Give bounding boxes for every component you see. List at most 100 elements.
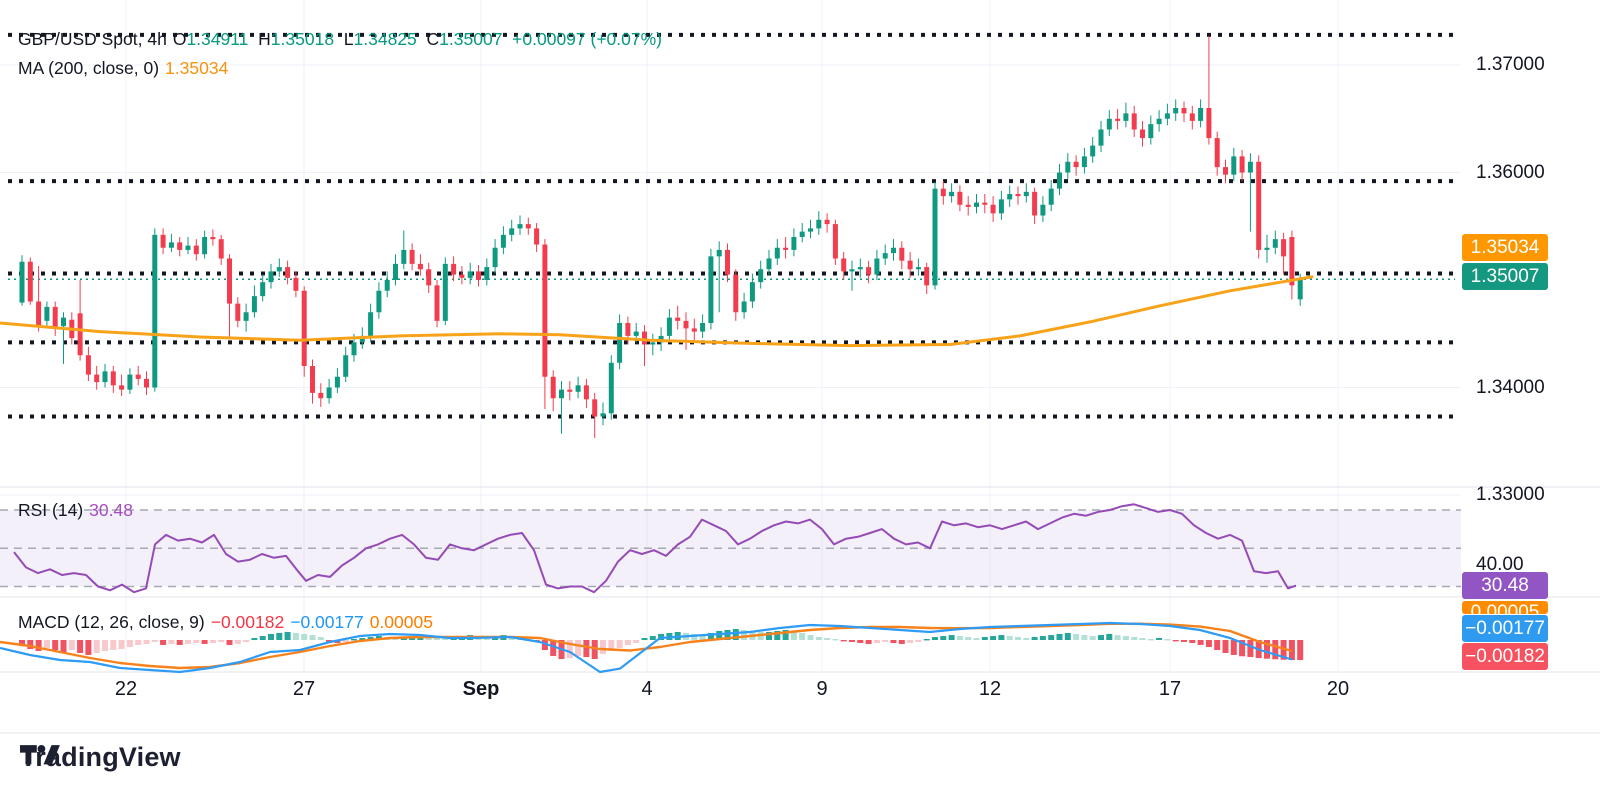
candle-body[interactable] [144,378,149,388]
candle-body[interactable] [251,296,257,313]
price-axis-label[interactable]: 1.37000 [1476,54,1545,75]
candle-body[interactable] [708,256,714,323]
candle-body[interactable] [1206,108,1212,139]
candle-body[interactable] [185,245,191,250]
candle-body[interactable] [799,231,805,237]
candle-body[interactable] [990,204,996,214]
price-axis-label[interactable]: 1.36000 [1476,161,1545,183]
candle-body[interactable] [326,387,332,399]
candle-body[interactable] [1057,172,1062,189]
candle-body[interactable] [268,271,274,283]
candle-body[interactable] [492,247,498,268]
candle-body[interactable] [882,253,888,259]
candle-body[interactable] [384,280,390,291]
candle-body[interactable] [982,202,988,205]
price-axis-label[interactable]: 1.33000 [1476,484,1545,505]
candle-body[interactable] [625,323,631,336]
candle-body[interactable] [542,244,548,377]
candle-body[interactable] [525,224,531,229]
candle-body[interactable] [899,247,905,261]
candle-body[interactable] [1106,118,1112,130]
candle-body[interactable] [276,267,282,272]
candle-body[interactable] [650,342,656,345]
time-axis-label[interactable]: 22 [114,678,138,700]
candle-body[interactable] [451,263,457,275]
candle-body[interactable] [1289,237,1295,286]
chart-canvas[interactable] [0,0,1600,735]
candle-body[interactable] [1140,129,1145,139]
time-axis-label[interactable]: 27 [292,678,316,700]
candle-body[interactable] [1148,124,1154,139]
time-axis-label[interactable]: 9 [816,678,828,700]
rsi-line[interactable] [13,503,1297,594]
candle-body[interactable] [119,385,125,390]
macd-legend[interactable]: MACD (12, 26, close, 9) −0.00182 −0.0017… [18,612,433,632]
candle-body[interactable] [683,320,689,329]
candle-body[interactable] [642,331,647,345]
candle-body[interactable] [600,413,606,417]
candle-body[interactable] [932,188,938,286]
candle-body[interactable] [808,228,813,232]
candle-body[interactable] [1065,161,1071,173]
candle-body[interactable] [691,328,697,332]
candle-body[interactable] [907,260,913,270]
candle-body[interactable] [227,258,232,304]
candle-body[interactable] [434,285,440,321]
symbol-legend[interactable]: GBP/USD Spot, 4h O1.34911 H1.35018 L1.348… [18,29,662,50]
ma200-line[interactable] [0,275,1314,348]
candle-body[interactable] [774,247,780,259]
macd-line[interactable] [0,621,1293,674]
candle-body[interactable] [152,234,158,388]
candle-body[interactable] [393,263,398,280]
candle-body[interactable] [891,247,896,254]
candle-body[interactable] [567,389,573,392]
candle-body[interactable] [310,366,315,393]
candle-body[interactable] [1015,194,1021,197]
candle-body[interactable] [484,267,490,280]
candle-body[interactable] [924,267,930,286]
candle-body[interactable] [409,249,415,264]
candle-body[interactable] [633,331,639,336]
candle-body[interactable] [1073,161,1079,168]
candle-body[interactable] [135,374,141,379]
tradingview-logo[interactable]: TradingView [20,742,181,773]
candle-body[interactable] [285,267,291,278]
candle-body[interactable] [1247,161,1253,173]
candle-body[interactable] [1239,156,1245,173]
candle-body[interactable] [783,247,789,250]
candle-body[interactable] [85,355,91,375]
time-axis-label[interactable]: 4 [641,678,653,700]
candle-body[interactable] [1223,167,1228,175]
candle-body[interactable] [666,317,672,336]
candle-body[interactable] [559,389,564,399]
candle-body[interactable] [550,376,556,399]
candle-body[interactable] [841,258,847,272]
candle-body[interactable] [160,234,166,248]
candle-body[interactable] [77,313,83,356]
candle-body[interactable] [534,228,540,245]
candle-body[interactable] [1156,118,1162,125]
candle-body[interactable] [700,323,706,332]
candle-body[interactable] [949,191,955,197]
candle-body[interactable] [1040,204,1046,216]
candle-body[interactable] [1264,247,1270,250]
candle-body[interactable] [417,263,423,270]
candle-body[interactable] [1189,113,1195,121]
candle-body[interactable] [177,242,183,250]
candle-body[interactable] [1231,156,1237,175]
candle-body[interactable] [44,306,50,321]
candle-body[interactable] [1297,279,1303,300]
candle-body[interactable] [442,263,448,321]
candle-body[interactable] [749,282,755,302]
candle-body[interactable] [235,303,241,321]
time-axis-label[interactable]: Sep [462,678,500,700]
candle-body[interactable] [1173,108,1179,114]
candle-body[interactable] [617,323,623,363]
candle-body[interactable] [866,267,872,275]
candle-body[interactable] [368,312,374,336]
candle-body[interactable] [61,317,66,327]
ma-legend[interactable]: MA (200, close, 0) 1.35034 [18,58,229,78]
candle-body[interactable] [816,219,822,229]
candle-body[interactable] [193,245,199,255]
candle-body[interactable] [260,282,266,297]
